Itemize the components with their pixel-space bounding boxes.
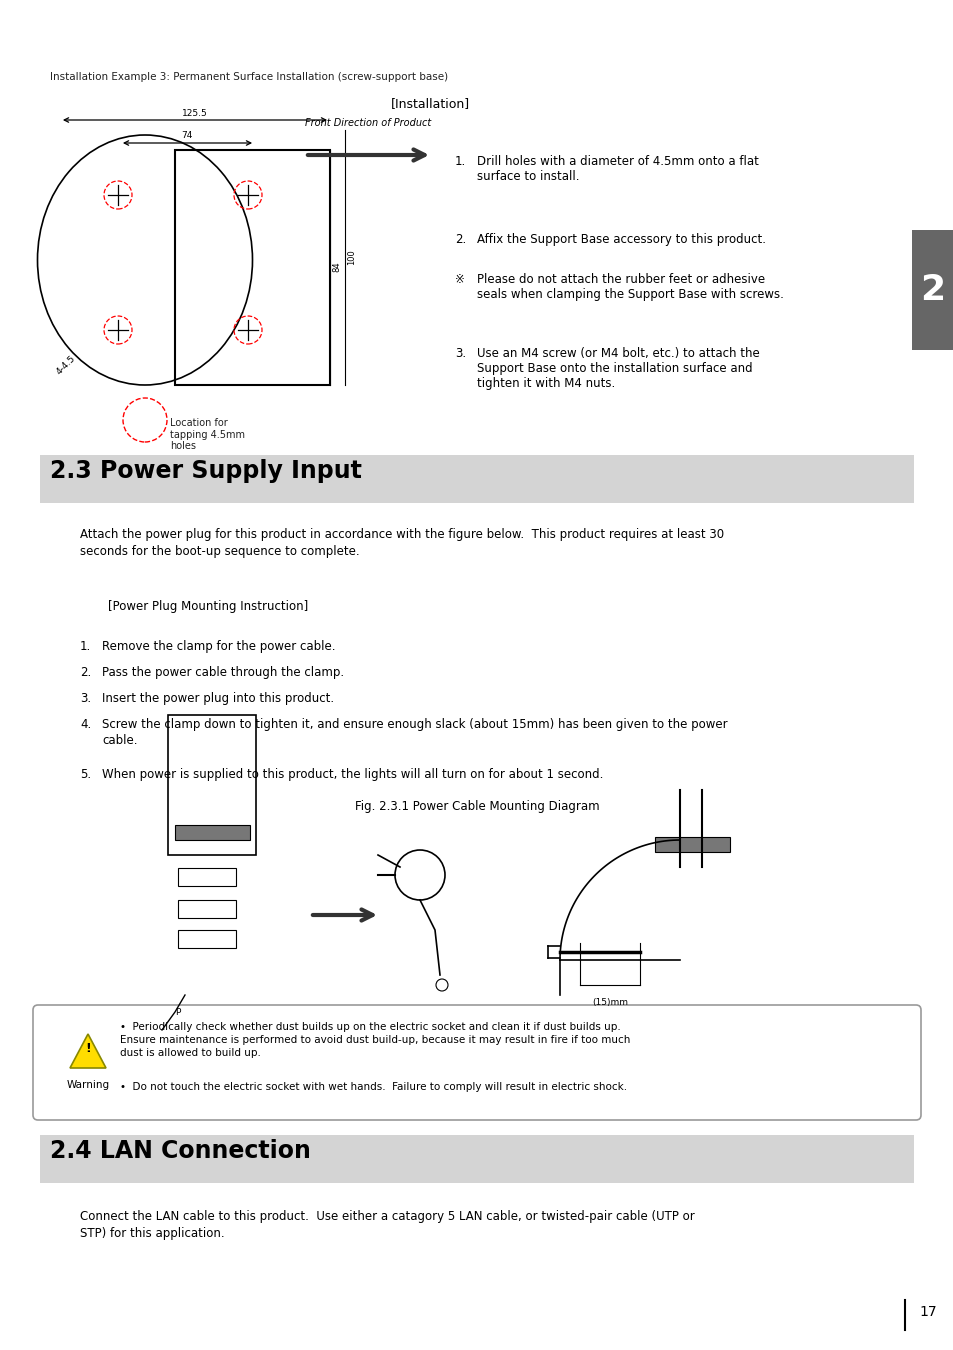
Bar — [178, 900, 235, 918]
Bar — [40, 455, 913, 504]
Text: (15)mm: (15)mm — [592, 998, 627, 1007]
Text: 3.: 3. — [455, 347, 466, 360]
Text: [Power Plug Mounting Instruction]: [Power Plug Mounting Instruction] — [108, 599, 308, 613]
Text: 2.: 2. — [455, 234, 466, 246]
Polygon shape — [70, 1034, 106, 1068]
Text: •  Do not touch the electric socket with wet hands.  Failure to comply will resu: • Do not touch the electric socket with … — [120, 1081, 626, 1092]
Text: Warning: Warning — [67, 1080, 110, 1089]
Text: Pass the power cable through the clamp.: Pass the power cable through the clamp. — [102, 666, 344, 679]
Bar — [168, 716, 255, 855]
Text: 2.3 Power Supply Input: 2.3 Power Supply Input — [50, 459, 361, 483]
FancyBboxPatch shape — [33, 1004, 920, 1120]
Text: 100: 100 — [347, 250, 355, 265]
Text: Screw the clamp down to tighten it, and ensure enough slack (about 15mm) has bee: Screw the clamp down to tighten it, and … — [102, 718, 727, 748]
Text: Fig. 2.3.1 Power Cable Mounting Diagram: Fig. 2.3.1 Power Cable Mounting Diagram — [355, 801, 598, 813]
Text: 2.4 LAN Connection: 2.4 LAN Connection — [50, 1139, 311, 1162]
Text: P: P — [174, 1008, 180, 1017]
Text: Insert the power plug into this product.: Insert the power plug into this product. — [102, 693, 334, 705]
Text: 4.: 4. — [80, 718, 91, 730]
Text: 2: 2 — [920, 273, 944, 306]
Text: Front Direction of Product: Front Direction of Product — [305, 117, 431, 128]
Text: Affix the Support Base accessory to this product.: Affix the Support Base accessory to this… — [476, 234, 765, 246]
Text: 3.: 3. — [80, 693, 91, 705]
Text: Use an M4 screw (or M4 bolt, etc.) to attach the
Support Base onto the installat: Use an M4 screw (or M4 bolt, etc.) to at… — [476, 347, 759, 390]
Text: When power is supplied to this product, the lights will all turn on for about 1 : When power is supplied to this product, … — [102, 768, 602, 782]
Text: Remove the clamp for the power cable.: Remove the clamp for the power cable. — [102, 640, 335, 653]
Text: Please do not attach the rubber feet or adhesive
seals when clamping the Support: Please do not attach the rubber feet or … — [476, 273, 783, 301]
Text: 125.5: 125.5 — [182, 109, 208, 117]
Bar — [178, 930, 235, 948]
FancyBboxPatch shape — [911, 230, 953, 350]
Text: 1.: 1. — [80, 640, 91, 653]
Text: 5.: 5. — [80, 768, 91, 782]
Text: 74: 74 — [181, 131, 193, 140]
Text: [Installation]: [Installation] — [390, 97, 469, 109]
Text: 84: 84 — [332, 262, 340, 273]
Text: 17: 17 — [919, 1305, 936, 1319]
Text: Connect the LAN cable to this product.  Use either a catagory 5 LAN cable, or tw: Connect the LAN cable to this product. U… — [80, 1210, 694, 1241]
Bar — [655, 837, 729, 852]
Text: !: ! — [85, 1041, 91, 1054]
Bar — [40, 1135, 913, 1183]
Text: Attach the power plug for this product in accordance with the figure below.  Thi: Attach the power plug for this product i… — [80, 528, 723, 558]
Bar — [178, 868, 235, 886]
Bar — [174, 825, 250, 840]
Text: 2.: 2. — [80, 666, 91, 679]
Text: 4-4.5: 4-4.5 — [55, 354, 77, 377]
Text: Installation Example 3: Permanent Surface Installation (screw-support base): Installation Example 3: Permanent Surfac… — [50, 72, 448, 82]
Text: Location for
tapping 4.5mm
holes: Location for tapping 4.5mm holes — [170, 418, 245, 451]
Bar — [174, 150, 330, 385]
Text: 1.: 1. — [455, 155, 466, 167]
Text: Drill holes with a diameter of 4.5mm onto a flat
surface to install.: Drill holes with a diameter of 4.5mm ont… — [476, 155, 758, 184]
Text: •  Periodically check whether dust builds up on the electric socket and clean it: • Periodically check whether dust builds… — [120, 1022, 630, 1057]
Text: ※: ※ — [455, 273, 464, 286]
